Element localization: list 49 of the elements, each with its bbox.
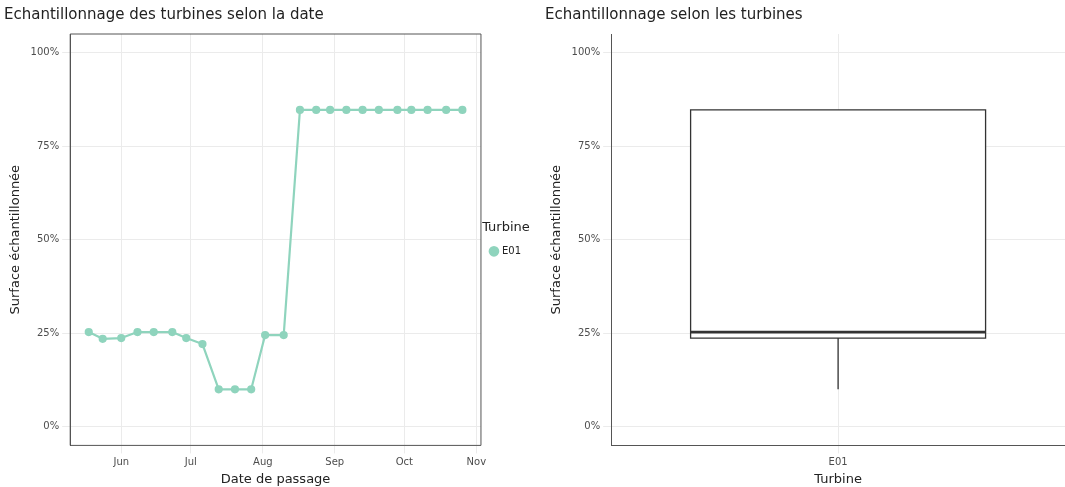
- point: [261, 330, 270, 340]
- y-tick-label: 0%: [43, 420, 60, 432]
- x-tick-label: E01: [828, 455, 848, 467]
- point: [117, 333, 126, 343]
- legend-label: E01: [501, 244, 521, 256]
- point: [247, 385, 256, 394]
- x-tick-label: Jun: [112, 455, 130, 467]
- x-tick-label: Aug: [253, 455, 273, 467]
- point: [358, 105, 367, 115]
- point: [98, 334, 107, 343]
- point: [182, 333, 191, 343]
- y-tick-label: 50%: [36, 233, 60, 245]
- chart-title: Echantillonnage selon les turbines: [545, 4, 803, 23]
- point: [84, 327, 93, 337]
- legend-title: Turbine: [481, 218, 530, 234]
- y-tick-label: 25%: [36, 326, 60, 338]
- point: [442, 105, 451, 115]
- point: [198, 339, 207, 349]
- x-tick-label: Oct: [395, 455, 414, 467]
- y-tick-label: 0%: [584, 420, 601, 432]
- y-tick-label: 75%: [36, 139, 60, 151]
- x-tick-label: Jul: [183, 455, 197, 467]
- x-axis-title: Turbine: [813, 470, 862, 486]
- point: [312, 105, 321, 115]
- y-tick-label: 75%: [577, 139, 601, 151]
- point: [149, 327, 158, 337]
- point: [407, 105, 416, 115]
- x-axis-title: Date de passage: [220, 470, 331, 486]
- point: [393, 105, 402, 115]
- point: [423, 105, 432, 115]
- chart-title: Echantillonnage des turbines selon la date: [4, 4, 324, 23]
- y-tick-label: 100%: [30, 46, 60, 58]
- point: [342, 105, 351, 115]
- point: [230, 385, 240, 394]
- y-axis-title: Surface échantillonnée: [7, 164, 23, 315]
- x-tick-label: Nov: [466, 455, 487, 467]
- y-tick-label: 25%: [577, 326, 601, 338]
- point: [326, 105, 335, 115]
- point: [295, 105, 305, 115]
- y-tick-label: 100%: [571, 46, 601, 58]
- point: [133, 327, 142, 337]
- y-tick-label: 50%: [577, 233, 601, 245]
- point: [168, 327, 177, 337]
- point: [214, 385, 223, 394]
- point: [458, 105, 467, 115]
- x-tick-label: Sep: [325, 455, 345, 467]
- point: [279, 330, 288, 340]
- point: [374, 105, 383, 115]
- y-axis-title: Surface échantillonnée: [548, 164, 564, 315]
